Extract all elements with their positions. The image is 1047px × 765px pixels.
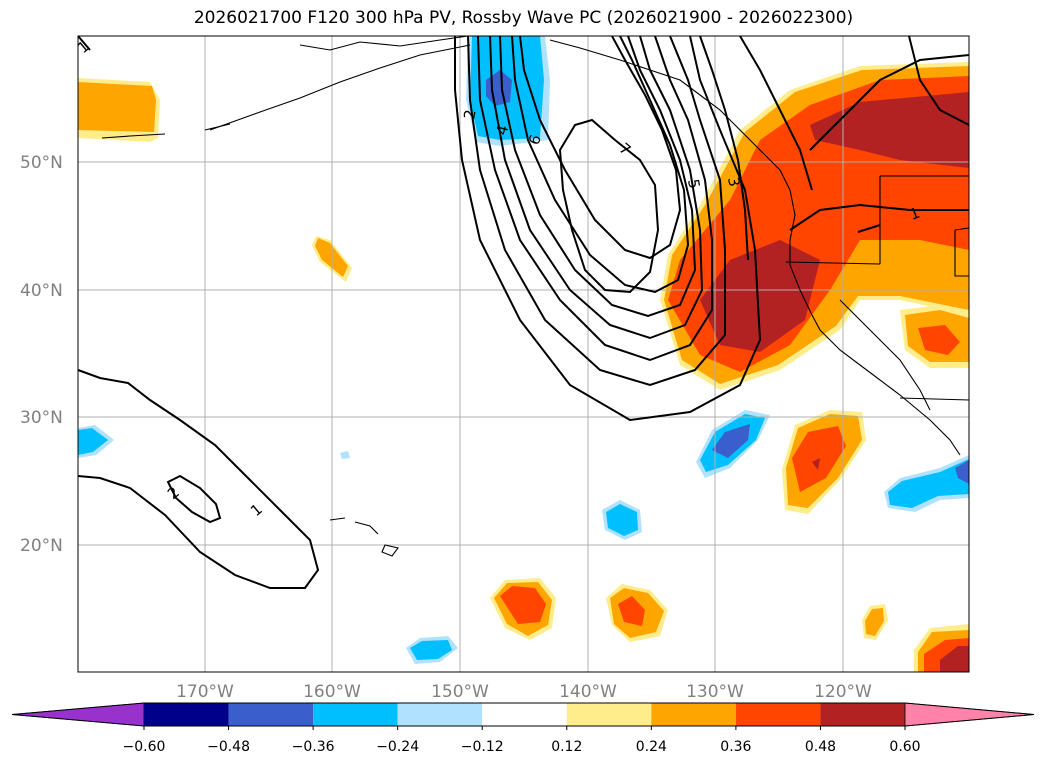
colorbar-tick-label: 0.36 <box>720 739 751 755</box>
colorbar-tick-label: 0.60 <box>889 739 920 755</box>
lon-label-160w: 160°W <box>303 682 361 702</box>
colorbar-tick-label: −0.48 <box>207 739 250 755</box>
map-gridlines <box>78 36 969 672</box>
lat-label-30: 30°N <box>20 408 63 428</box>
lon-label-130w: 130°W <box>686 682 744 702</box>
latitude-labels: 50°N 40°N 30°N 20°N <box>20 153 63 556</box>
contour-label-2-north: 2 <box>460 108 479 121</box>
colorbar-tick-label: −0.24 <box>376 739 419 755</box>
colorbar-swatch <box>313 703 398 726</box>
pv-anomaly-fills <box>78 36 969 672</box>
colorbar: −0.60 −0.48 −0.36 −0.24 −0.12 0.12 0.24 0.36 0.4… <box>11 702 1035 755</box>
colorbar-swatch <box>144 703 229 726</box>
lat-label-40: 40°N <box>20 281 63 301</box>
colorbar-tick-label: −0.36 <box>292 739 335 755</box>
lat-label-50: 50°N <box>20 153 63 173</box>
colorbar-swatch <box>397 703 483 726</box>
colorbar-swatch <box>651 703 736 726</box>
colorbar-tick-label: −0.12 <box>461 739 504 755</box>
lon-label-120w: 120°W <box>814 682 872 702</box>
colorbar-swatch <box>482 703 567 726</box>
colorbar-extend-low <box>11 702 145 727</box>
colorbar-swatch <box>228 703 314 726</box>
colorbar-tick-label: 0.48 <box>805 739 836 755</box>
lon-label-170w: 170°W <box>176 682 234 702</box>
map-frame <box>77 35 970 673</box>
colorbar-tick-label: 0.12 <box>551 739 582 755</box>
contour-label-3-east: 3 <box>724 176 743 189</box>
contour-label-5-east: 5 <box>684 178 703 191</box>
contour-label-4-north: 4 <box>492 123 512 137</box>
lon-label-140w: 140°W <box>559 682 617 702</box>
colorbar-swatch <box>820 703 905 726</box>
pv-contours <box>78 36 969 589</box>
map-title: 2026021700 F120 300 hPa PV, Rossby Wave … <box>193 8 854 28</box>
colorbar-extend-high <box>904 702 1035 727</box>
longitude-labels: 170°W 160°W 150°W 140°W 130°W 120°W <box>176 682 872 702</box>
lat-label-20: 20°N <box>20 536 63 556</box>
colorbar-swatch <box>735 703 821 726</box>
colorbar-tick-label: 0.24 <box>636 739 667 755</box>
colorbar-swatch <box>566 703 652 726</box>
lon-label-150w: 150°W <box>431 682 489 702</box>
colorbar-tick-label: −0.60 <box>123 739 166 755</box>
